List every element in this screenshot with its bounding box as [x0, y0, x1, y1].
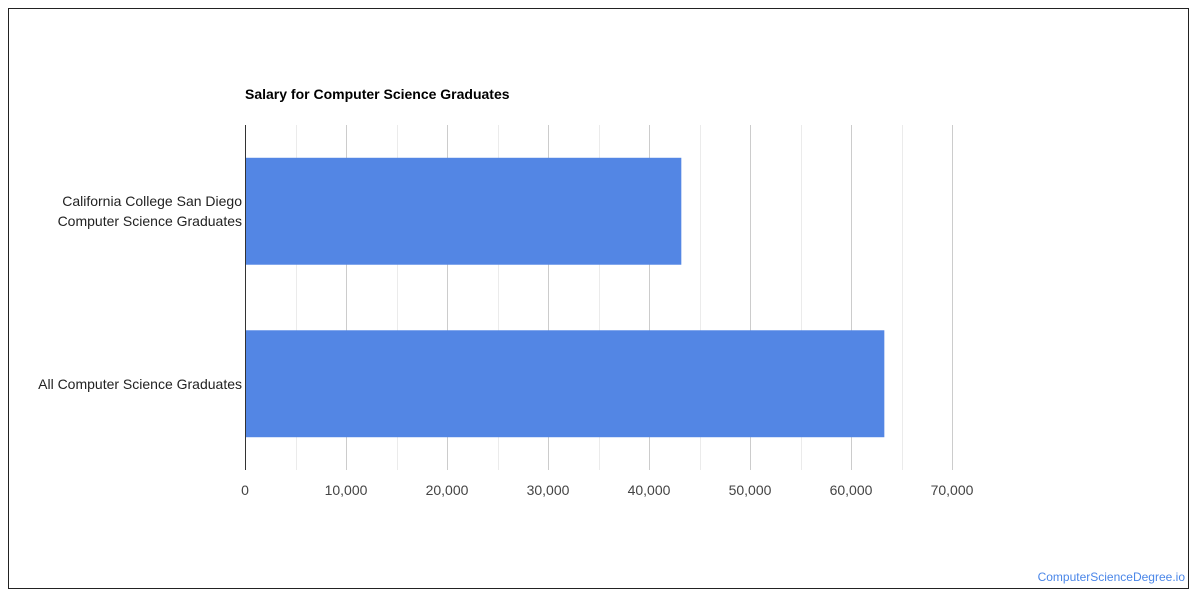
category-label: All Computer Science Graduates — [38, 374, 242, 394]
watermark-link[interactable]: ComputerScienceDegree.io — [1037, 570, 1185, 584]
bar-0 — [245, 157, 682, 265]
chart-title: Salary for Computer Science Graduates — [245, 86, 510, 102]
x-tick-label: 30,000 — [527, 482, 570, 498]
category-label-line: All Computer Science Graduates — [38, 375, 242, 392]
category-label: California College San Diego Computer Sci… — [58, 191, 242, 231]
x-tick-label: 10,000 — [325, 482, 368, 498]
x-tick-label: 20,000 — [426, 482, 469, 498]
bar-1 — [245, 330, 885, 438]
category-label-line: California College San Diego — [62, 193, 242, 210]
x-tick-label: 60,000 — [830, 482, 873, 498]
chart-frame — [8, 8, 1189, 589]
x-tick-label: 40,000 — [628, 482, 671, 498]
x-tick-label: 0 — [241, 482, 249, 498]
x-tick-label: 50,000 — [729, 482, 772, 498]
x-tick-label: 70,000 — [931, 482, 974, 498]
category-label-line: Computer Science Graduates — [57, 213, 242, 230]
